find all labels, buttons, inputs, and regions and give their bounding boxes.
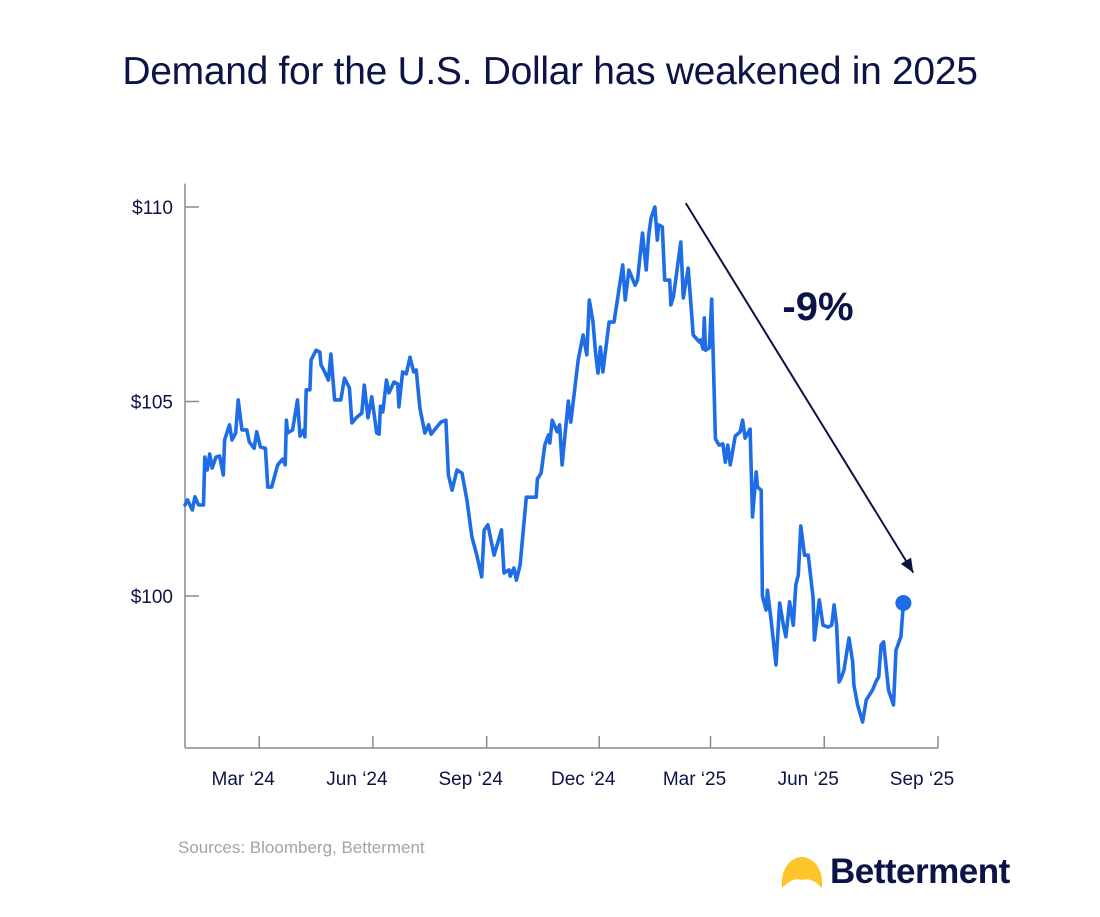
- y-tick-label: $105: [131, 393, 173, 414]
- betterment-logo: Betterment: [780, 852, 1010, 892]
- x-tick-label: Jun ‘25: [778, 769, 839, 790]
- arrowhead-icon: [900, 557, 914, 573]
- end-point-marker: [895, 595, 912, 612]
- x-tick-label: Sep ‘24: [438, 769, 503, 790]
- y-tick-label: $110: [132, 198, 173, 219]
- axes: $110 $105 $100 Mar ‘24 Jun ‘24 Sep ‘24 Dec ‘24…: [131, 183, 954, 790]
- y-tick-label: $100: [131, 587, 173, 608]
- chart-title: Demand for the U.S. Dollar has weakened …: [122, 50, 978, 93]
- x-tick-label: Sep ‘25: [890, 769, 954, 790]
- sun-half-icon: [781, 857, 823, 888]
- logo-text: Betterment: [830, 852, 1010, 891]
- trend-arrow-line: [684, 202, 915, 574]
- usd-index-line: [183, 205, 906, 724]
- x-tick-label: Jun ‘24: [326, 769, 388, 790]
- change-annotation: -9%: [782, 285, 853, 329]
- x-tick-label: Mar ‘25: [663, 769, 726, 790]
- x-tick-label: Dec ‘24: [551, 769, 616, 790]
- x-tick-label: Mar ‘24: [212, 769, 276, 790]
- sources-note: Sources: Bloomberg, Betterment: [178, 838, 425, 857]
- marks: -9%: [183, 202, 915, 724]
